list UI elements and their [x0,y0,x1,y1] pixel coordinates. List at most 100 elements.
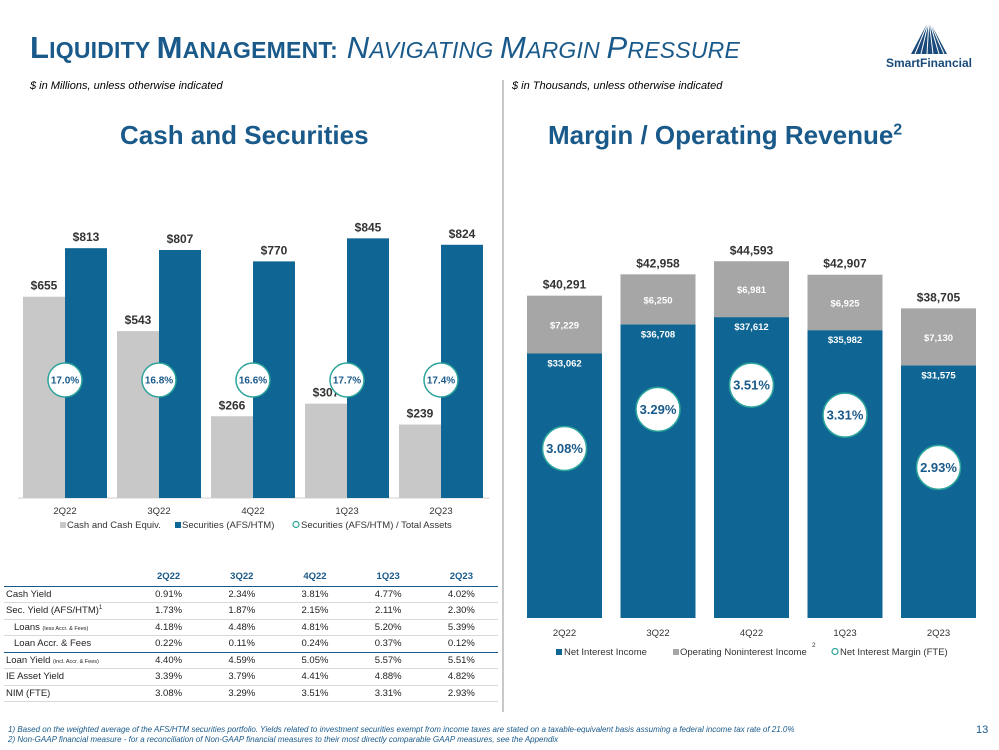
noninterest-value-label: $6,925 [830,298,860,309]
nim-label: 3.31% [827,408,864,423]
total-value-label: $44,593 [730,243,774,257]
cash-bar [305,403,347,498]
cash-bar [23,296,65,498]
legend-swatch-ratio [292,520,300,529]
ratio-label: 17.0% [51,376,79,387]
table-row: Sec. Yield (AFS/HTM)1 1.73% 1.87% 2.15% … [4,602,498,620]
legend-label: Net Interest Margin (FTE) [840,647,948,658]
table-header: 3Q22 [205,570,279,587]
cell: 3.81% [278,586,352,603]
company-logo: SmartFinancial [884,18,974,74]
cell: 3.08% [132,685,206,702]
cell: 4.77% [351,586,425,603]
nim-marker [822,392,868,438]
nii-value-label: $36,708 [641,329,675,340]
noninterest-value-label: $6,981 [737,285,767,296]
ratio-marker [423,362,459,398]
page-number: 13 [976,724,989,736]
ratio-label: 17.7% [333,376,361,387]
nii-value-label: $31,575 [921,370,956,381]
cell: 3.31% [351,685,425,702]
x-tick-label: 1Q23 [833,628,856,639]
cash-value-label: $266 [219,398,246,412]
securities-value-label: $813 [73,230,100,244]
cell: 1.73% [132,602,206,620]
noninterest-income-bar [714,261,789,318]
nim-marker [915,444,962,491]
cash-value-label: $239 [407,407,434,421]
row-label: Loan Yield (incl. Accr. & Fees) [4,652,132,669]
table-header: 2Q23 [424,570,498,587]
cell: 0.24% [278,635,352,653]
cell: 4.88% [351,668,425,686]
noninterest-income-bar [527,295,602,354]
securities-value-label: $807 [167,232,194,246]
cell: 0.37% [351,635,425,653]
cell: 5.20% [351,619,425,636]
cash-bar [117,331,159,498]
legend-label: Cash and Cash Equiv. [67,520,161,531]
x-tick-label: 4Q22 [740,628,763,639]
cell: 0.11% [205,635,279,653]
table-row: IE Asset Yield 3.39% 3.79% 4.41% 4.88% 4… [4,668,498,686]
yield-table: 2Q22 3Q22 4Q22 1Q23 2Q23 Cash Yield 0.91… [4,570,498,702]
legend-swatch-nii [556,649,562,655]
row-label: NIM (FTE) [4,685,132,702]
noninterest-income-bar [807,274,883,331]
cell: 5.51% [424,652,498,669]
cell: 2.93% [424,685,498,702]
noninterest-income-bar [620,274,696,325]
units-note-left: $ in Millions, unless otherwise indicate… [30,80,223,92]
ratio-marker [141,362,177,398]
cell: 3.29% [205,685,279,702]
margin-revenue-title: Margin / Operating Revenue2 [548,120,903,150]
cash-bar [211,416,253,498]
nim-label: 3.29% [640,402,677,417]
noninterest-value-label: $7,229 [550,321,579,332]
nim-label: 3.51% [733,378,770,393]
ratio-marker [235,362,271,398]
table-header-row: 2Q22 3Q22 4Q22 1Q23 2Q23 [4,570,498,587]
nim-marker [728,362,775,408]
nii-value-label: $33,062 [547,359,581,370]
table-header: 2Q22 [132,570,206,587]
cell: 4.40% [132,652,206,669]
table-row: Loans (less Accr. & Fees) 4.18% 4.48% 4.… [4,619,498,636]
ratio-label: 16.6% [239,376,267,387]
cash-securities-title: Cash and Securities [120,120,369,150]
x-tick-label: 3Q22 [646,628,669,639]
cell: 4.18% [132,619,206,636]
legend-label: Securities (AFS/HTM) / Total Assets [301,520,452,531]
ratio-marker [47,362,83,398]
cell: 0.12% [424,635,498,653]
legend-swatch-noninterest [673,649,679,655]
table-row: Loan Accr. & Fees 0.22% 0.11% 0.24% 0.37… [4,635,498,653]
logo-text: SmartFinancial [885,56,973,70]
table-header: 4Q22 [278,570,352,587]
nim-label: 2.93% [920,460,957,475]
securities-value-label: $845 [355,220,382,234]
row-label: Cash Yield [4,586,132,603]
noninterest-value-label: $6,250 [643,295,672,306]
nim-marker [541,425,588,472]
page-title: LIQUIDITY MANAGEMENT: NAVIGATING MARGIN … [30,30,740,65]
cell: 0.22% [132,635,206,653]
cell: 3.79% [205,668,279,686]
x-tick-label: 1Q23 [335,506,358,517]
legend-label: Net Interest Income [564,647,647,658]
cell: 3.39% [132,668,206,686]
cell: 4.82% [424,668,498,686]
net-interest-income-bar [901,365,976,618]
row-label: Loan Accr. & Fees [4,635,132,653]
x-tick-label: 3Q22 [147,506,170,517]
legend-swatch-nim [831,647,839,656]
total-value-label: $38,705 [917,290,961,304]
net-interest-income-bar [527,353,602,618]
table-row: Cash Yield 0.91% 2.34% 3.81% 4.77% 4.02% [4,586,498,603]
cell: 1.87% [205,602,279,620]
table-header: 1Q23 [351,570,425,587]
cell: 2.34% [205,586,279,603]
cell: 2.15% [278,602,352,620]
legend-swatch-cash [60,522,66,528]
total-value-label: $40,291 [543,278,587,292]
